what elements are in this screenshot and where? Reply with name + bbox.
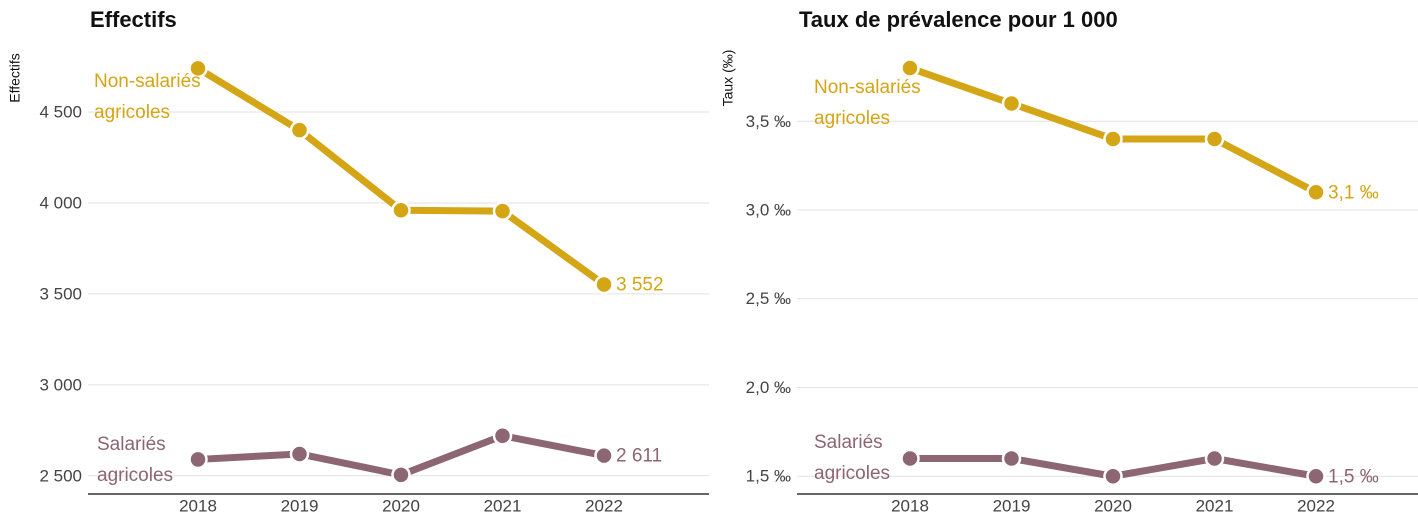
- chart-title: Effectifs: [90, 7, 177, 32]
- point: [594, 274, 614, 295]
- x-tick-label: 2018: [179, 496, 217, 515]
- x-tick-label: 2021: [1196, 496, 1234, 515]
- x-tick-label: 2018: [891, 496, 929, 515]
- point: [1001, 448, 1022, 469]
- point: [900, 448, 920, 469]
- point: [391, 465, 411, 485]
- point: [289, 120, 310, 140]
- series-label: Non-salariés agricoles: [814, 77, 921, 129]
- x-tick-label: 2022: [1297, 496, 1335, 515]
- point: [289, 444, 310, 464]
- series-label: Salariés agricoles: [97, 434, 173, 486]
- point: [391, 200, 411, 220]
- y-axis-label: Taux (‰): [720, 50, 736, 107]
- point: [1204, 448, 1225, 469]
- point: [188, 449, 208, 470]
- x-tick-label: 2021: [484, 496, 522, 515]
- y-tick-label: 2,0 ‰: [746, 378, 791, 397]
- y-axis-label: Effectifs: [7, 53, 23, 103]
- value-label: 3 552: [616, 274, 664, 295]
- x-tick-label: 2019: [993, 496, 1031, 515]
- y-tick-label: 3,5 ‰: [746, 112, 791, 131]
- value-label: 2 611: [616, 446, 662, 467]
- series-line: [196, 65, 607, 288]
- point: [594, 445, 614, 466]
- point: [492, 426, 513, 446]
- point: [1103, 129, 1123, 149]
- chart-title: Taux de prévalence pour 1 000: [799, 7, 1118, 32]
- y-tick-label: 4 500: [39, 102, 82, 121]
- point: [1103, 466, 1123, 487]
- value-label: 3,1 ‰: [1328, 182, 1379, 203]
- x-tick-label: 2020: [382, 496, 420, 515]
- chart: Taux de prévalence pour 1 000 Taux (‰) 1,5…: [720, 7, 1418, 515]
- point: [492, 201, 513, 221]
- x-tick-label: 2020: [1094, 496, 1132, 515]
- point: [1204, 129, 1225, 149]
- point: [1001, 93, 1022, 114]
- y-tick-label: 3,0 ‰: [746, 201, 791, 220]
- y-tick-label: 4 000: [39, 193, 82, 212]
- y-tick-label: 2,5 ‰: [746, 289, 791, 308]
- point: [1306, 182, 1326, 203]
- point: [188, 58, 208, 79]
- y-tick-label: 1,5 ‰: [746, 467, 791, 486]
- point: [900, 58, 920, 78]
- point: [1306, 466, 1326, 487]
- y-tick-label: 3 500: [39, 284, 82, 303]
- series-label: Non-salariés agricoles: [94, 71, 201, 123]
- series-label: Salariés agricoles: [814, 432, 890, 484]
- x-tick-label: 2022: [585, 496, 623, 515]
- x-tick-label: 2019: [281, 496, 319, 515]
- chart: Effectifs Effectifs 2 500 3 000 3 500 4 000 4 …: [7, 7, 709, 515]
- y-tick-label: 2 500: [39, 466, 82, 485]
- y-tick-label: 3 000: [39, 375, 82, 394]
- value-label: 1,5 ‰: [1328, 466, 1379, 487]
